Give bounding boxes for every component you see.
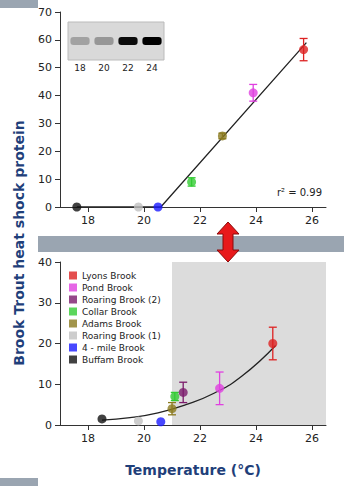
svg-text:30: 30 (38, 117, 52, 130)
svg-text:20: 20 (137, 214, 151, 227)
svg-text:Lyons Brook: Lyons Brook (82, 271, 137, 281)
svg-text:40: 40 (38, 89, 52, 102)
svg-text:60: 60 (38, 33, 52, 46)
svg-text:30: 30 (38, 296, 52, 309)
svg-text:22: 22 (193, 432, 207, 445)
svg-text:Collar Brook: Collar Brook (82, 307, 138, 317)
svg-text:0: 0 (45, 201, 52, 214)
svg-text:20: 20 (98, 63, 110, 73)
svg-text:Buffam Brook: Buffam Brook (82, 355, 144, 365)
svg-text:24: 24 (249, 432, 263, 445)
svg-text:26: 26 (305, 214, 319, 227)
svg-text:22: 22 (122, 63, 133, 73)
svg-text:r² = 0.99: r² = 0.99 (277, 187, 322, 198)
svg-text:Adams Brook: Adams Brook (82, 319, 142, 329)
svg-text:18: 18 (74, 63, 86, 73)
svg-text:18: 18 (81, 432, 95, 445)
svg-text:20: 20 (38, 337, 52, 350)
svg-text:24: 24 (249, 214, 263, 227)
svg-text:10: 10 (38, 173, 52, 186)
svg-text:50: 50 (38, 61, 52, 74)
svg-text:0: 0 (45, 419, 52, 432)
svg-text:Brook Trout heat shock protein: Brook Trout heat shock protein (11, 120, 27, 365)
svg-text:Roaring Brook (1): Roaring Brook (1) (82, 331, 161, 341)
svg-text:4 - mile Brook: 4 - mile Brook (82, 343, 146, 353)
svg-text:22: 22 (193, 214, 207, 227)
svg-text:10: 10 (38, 378, 52, 391)
svg-text:20: 20 (38, 145, 52, 158)
svg-text:Pond Brook: Pond Brook (82, 283, 134, 293)
svg-text:40: 40 (38, 256, 52, 269)
svg-text:26: 26 (305, 432, 319, 445)
svg-text:Roaring Brook (2): Roaring Brook (2) (82, 295, 161, 305)
svg-text:70: 70 (38, 6, 52, 19)
svg-text:20: 20 (137, 432, 151, 445)
svg-text:18: 18 (81, 214, 95, 227)
svg-text:24: 24 (146, 63, 158, 73)
svg-text:Temperature (°C): Temperature (°C) (125, 462, 261, 478)
